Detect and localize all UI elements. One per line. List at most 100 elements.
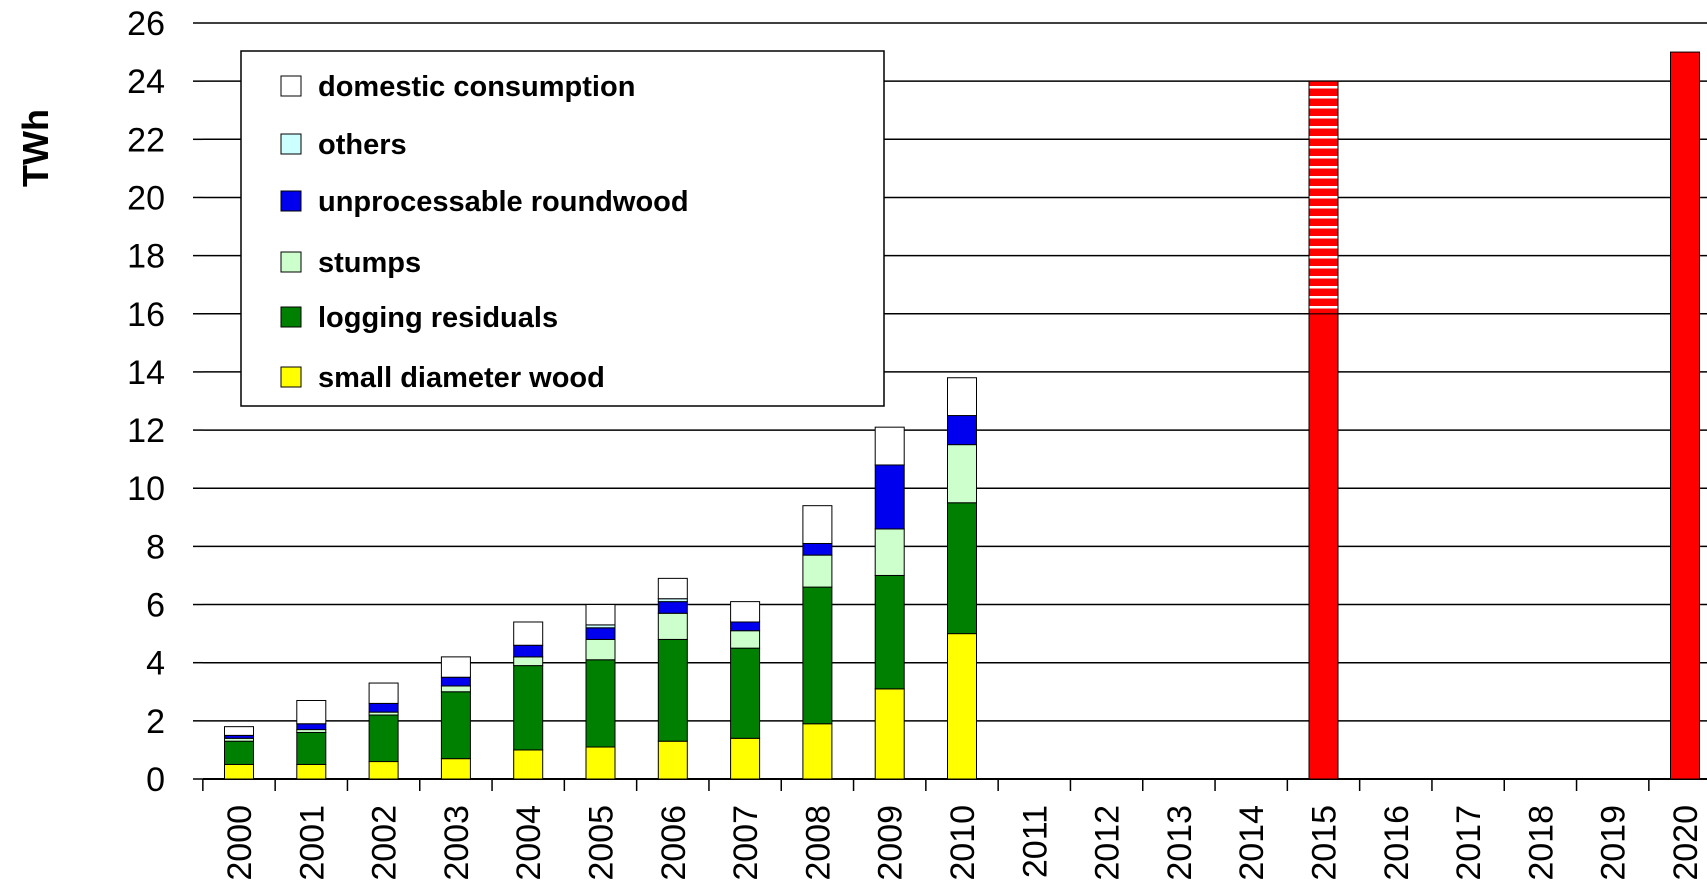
x-tick-label: 2012 — [1089, 805, 1127, 881]
bar-segment — [514, 666, 543, 750]
bar-segment — [948, 445, 977, 503]
y-tick-label: 18 — [127, 238, 165, 276]
y-axis-label: TWh — [15, 109, 56, 187]
bar-segment — [803, 555, 832, 587]
bar-segment — [875, 575, 904, 688]
y-tick-label: 12 — [127, 412, 165, 450]
y-tick-label: 8 — [146, 528, 165, 566]
bar-segment — [586, 605, 615, 625]
bar-segment — [731, 738, 760, 779]
y-tick-label: 22 — [127, 121, 165, 159]
legend-box — [241, 51, 884, 406]
bar-segment — [514, 657, 543, 666]
x-tick-label: 2016 — [1378, 805, 1416, 881]
bar-segment — [225, 764, 254, 779]
bar-segment — [948, 416, 977, 445]
target-bar — [1671, 52, 1700, 779]
bar-segment — [441, 692, 470, 759]
bar-segment — [731, 631, 760, 648]
bar-segment — [875, 465, 904, 529]
bar-segment — [297, 764, 326, 779]
x-tick-label: 2013 — [1161, 805, 1199, 881]
legend-label: domestic consumption — [318, 71, 635, 103]
x-tick-label: 2006 — [655, 805, 693, 881]
legend-swatch — [281, 252, 301, 272]
x-tick-label: 2018 — [1522, 805, 1560, 881]
x-tick-label: 2020 — [1667, 805, 1705, 881]
bar-segment — [514, 645, 543, 657]
bar-segment — [225, 741, 254, 764]
bar-segment — [731, 622, 760, 631]
bar-segment — [658, 602, 687, 614]
bar-segment — [369, 715, 398, 762]
legend-swatch — [281, 367, 301, 387]
bar-segment — [803, 506, 832, 544]
bar-segment — [586, 628, 615, 640]
bar-segment — [297, 732, 326, 764]
bar-segment — [586, 639, 615, 659]
y-tick-label: 14 — [127, 354, 165, 392]
bar-segment — [875, 427, 904, 465]
y-tick-label: 24 — [127, 63, 165, 101]
x-tick-label: 2000 — [221, 805, 259, 881]
y-tick-label: 26 — [127, 5, 165, 43]
y-tick-label: 16 — [127, 296, 165, 334]
legend-label: small diameter wood — [318, 362, 605, 394]
x-tick-label: 2010 — [944, 805, 982, 881]
bar-segment — [658, 639, 687, 741]
x-tick-label: 2008 — [799, 805, 837, 881]
bar-segment — [297, 700, 326, 723]
bar-segment — [225, 727, 254, 736]
bar-segment — [803, 587, 832, 724]
legend-label: unprocessable roundwood — [318, 186, 689, 218]
bar-segment — [731, 648, 760, 738]
bar-segment — [586, 660, 615, 747]
bar-segment — [875, 689, 904, 779]
y-tick-label: 10 — [127, 470, 165, 508]
x-tick-label: 2019 — [1595, 805, 1633, 881]
bar-segment — [369, 762, 398, 779]
bar-segment — [658, 613, 687, 639]
bar-segment — [514, 622, 543, 645]
legend-swatch — [281, 191, 301, 211]
y-tick-label: 4 — [146, 645, 165, 683]
bar-segment — [369, 703, 398, 712]
x-tick-label: 2014 — [1233, 805, 1271, 881]
bar-segment — [948, 503, 977, 634]
bar-segment — [948, 378, 977, 416]
x-tick-label: 2001 — [293, 805, 331, 881]
x-tick-label: 2015 — [1306, 805, 1344, 881]
target-bar-hatched — [1309, 81, 1338, 314]
legend-label: stumps — [318, 247, 421, 279]
legend-label: others — [318, 129, 407, 161]
x-tick-label: 2003 — [438, 805, 476, 881]
y-tick-label: 6 — [146, 587, 165, 625]
x-tick-label: 2004 — [510, 805, 548, 881]
bar-segment — [441, 759, 470, 779]
bar-segment — [441, 686, 470, 692]
bar-segment — [731, 602, 760, 622]
bar-segment — [658, 741, 687, 779]
x-tick-label: 2009 — [872, 805, 910, 881]
y-tick-label: 0 — [146, 761, 165, 799]
bar-segment — [586, 747, 615, 779]
bar-segment — [441, 657, 470, 677]
bar-segment — [803, 724, 832, 779]
bar-segment — [658, 578, 687, 598]
bar-segment — [369, 683, 398, 703]
bar-segment — [297, 724, 326, 730]
bar-segment — [875, 529, 904, 576]
y-tick-label: 20 — [127, 179, 165, 217]
y-tick-label: 2 — [146, 703, 165, 741]
x-tick-label: 2002 — [366, 805, 404, 881]
legend-swatch — [281, 76, 301, 96]
target-bar — [1309, 314, 1338, 779]
legend: domestic consumption others unprocessable … — [241, 51, 884, 406]
bar-segment — [803, 543, 832, 555]
x-tick-label: 2011 — [1016, 805, 1054, 878]
bar-segment — [948, 634, 977, 779]
x-tick-label: 2007 — [727, 805, 765, 881]
bar-segment — [514, 750, 543, 779]
x-tick-label: 2017 — [1450, 805, 1488, 881]
